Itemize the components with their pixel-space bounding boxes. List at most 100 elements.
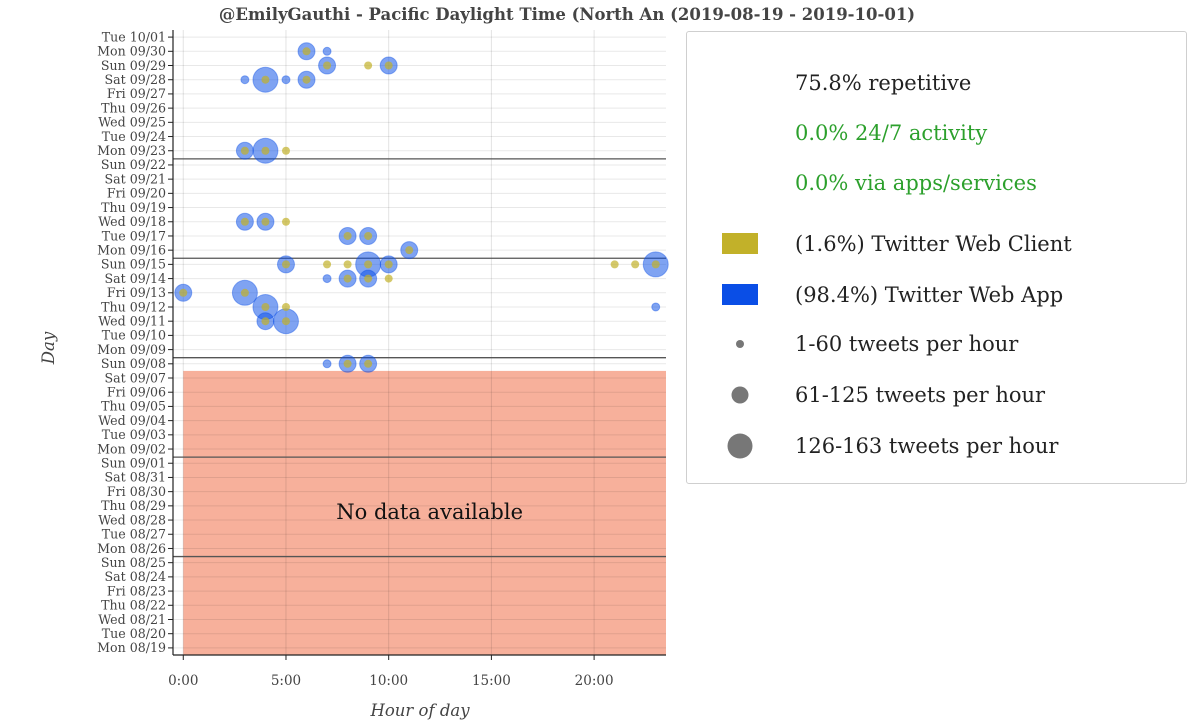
y-tick-label: Mon 08/19 [97,640,166,655]
data-point [322,274,332,284]
no-data-region [183,370,667,655]
data-point [384,61,393,70]
data-point [384,274,393,283]
y-tick-label: Tue 09/24 [102,129,166,144]
data-point [364,274,373,283]
y-tick-label: Fri 09/20 [107,186,166,201]
data-point [343,274,352,283]
legend-size-label: 61-125 tweets per hour [795,383,1046,407]
y-tick-label: Thu 09/26 [101,100,166,115]
data-point [281,217,290,226]
y-tick-label: Thu 08/22 [101,598,166,613]
y-tick-label: Wed 09/04 [98,413,166,428]
y-tick-label: Fri 09/27 [107,86,166,101]
data-point [364,359,373,368]
x-tick-label: 10:00 [369,673,408,689]
y-tick-label: Mon 09/30 [97,44,166,59]
data-point [281,317,290,326]
y-tick-label: Mon 09/23 [97,143,166,158]
y-tick-label: Fri 08/23 [107,583,166,598]
legend-size-label: 126-163 tweets per hour [795,434,1059,458]
data-point [302,47,311,56]
y-tick-label: Tue 09/17 [102,228,166,243]
y-tick-label: Sun 09/08 [101,356,166,371]
y-tick-label: Sat 09/28 [105,72,167,87]
y-tick-label: Wed 08/21 [98,612,166,627]
y-tick-label: Thu 09/12 [101,299,166,314]
y-tick-label: Wed 09/11 [98,313,166,328]
x-tick-label: 15:00 [472,673,511,689]
y-axis-label: Day [39,331,58,365]
y-tick-label: Wed 08/28 [98,512,166,527]
data-point [281,302,290,311]
data-point [240,146,249,155]
data-point [261,302,270,311]
y-tick-label: Thu 09/19 [101,200,166,215]
data-point [240,75,250,85]
data-point [405,246,414,255]
legend-client-label: (1.6%) Twitter Web Client [795,232,1072,256]
legend-swatch [722,284,758,305]
data-point [281,260,290,269]
y-tick-label: Tue 08/27 [102,527,166,542]
data-point [261,217,270,226]
data-point [322,359,332,369]
y-tick-label: Fri 09/06 [107,385,166,400]
data-point [364,61,373,70]
y-tick-label: Fri 08/30 [107,484,166,499]
data-point [651,260,660,269]
x-tick-label: 20:00 [575,673,614,689]
x-axis-label: Hour of day [369,701,470,720]
data-point [261,146,270,155]
legend-graphic: 75.8% repetitive 0.0% 24/7 activity 0.0% v… [722,71,1072,459]
data-point [322,46,332,56]
data-point [364,231,373,240]
data-point [323,61,332,70]
legend-size-marker [727,433,753,459]
data-point [281,75,291,85]
y-tick-label: Wed 09/18 [98,214,166,229]
y-tick-label: Sat 09/14 [105,271,167,286]
y-tick-label: Sun 08/25 [101,555,166,570]
legend-size-marker [731,386,749,404]
legend-swatch [722,233,758,254]
data-point [179,288,188,297]
y-tick-label: Tue 09/03 [102,427,166,442]
data-point [240,288,249,297]
data-point [343,231,352,240]
data-point [343,359,352,368]
legend: 75.8% repetitive 0.0% 24/7 activity 0.0% v… [686,31,1187,484]
y-tick-label: Sun 09/15 [101,257,166,272]
data-point [302,75,311,84]
x-tick-label: 5:00 [271,673,301,689]
y-tick-label: Tue 09/10 [102,328,166,343]
y-tick-label: Wed 09/25 [98,115,166,130]
y-tick-label: Mon 09/02 [97,441,166,456]
y-tick-label: Thu 08/29 [101,498,166,513]
legend-stat: 75.8% repetitive [795,71,971,95]
y-tick-label: Mon 09/09 [97,342,166,357]
data-point [343,260,352,269]
data-point [240,217,249,226]
y-tick-label: Mon 09/16 [97,242,166,257]
no-data-label: No data available [336,500,523,524]
legend-size-label: 1-60 tweets per hour [795,332,1019,356]
y-tick-label: Tue 08/20 [102,626,166,641]
y-tick-label: Mon 08/26 [97,541,166,556]
data-point [364,260,373,269]
data-point [323,260,332,269]
data-point [631,260,640,269]
y-tick-label: Fri 09/13 [107,285,166,300]
y-tick-label: Sat 09/21 [105,171,167,186]
legend-stat: 0.0% 24/7 activity [795,121,987,145]
data-point [281,146,290,155]
y-tick-label: Sat 08/24 [105,569,167,584]
y-tick-label: Sat 09/07 [105,370,167,385]
x-tick-label: 0:00 [168,673,198,689]
y-tick-label: Sat 08/31 [105,470,167,485]
y-tick-label: Sun 09/01 [101,456,166,471]
data-point [261,75,270,84]
data-point [384,260,393,269]
